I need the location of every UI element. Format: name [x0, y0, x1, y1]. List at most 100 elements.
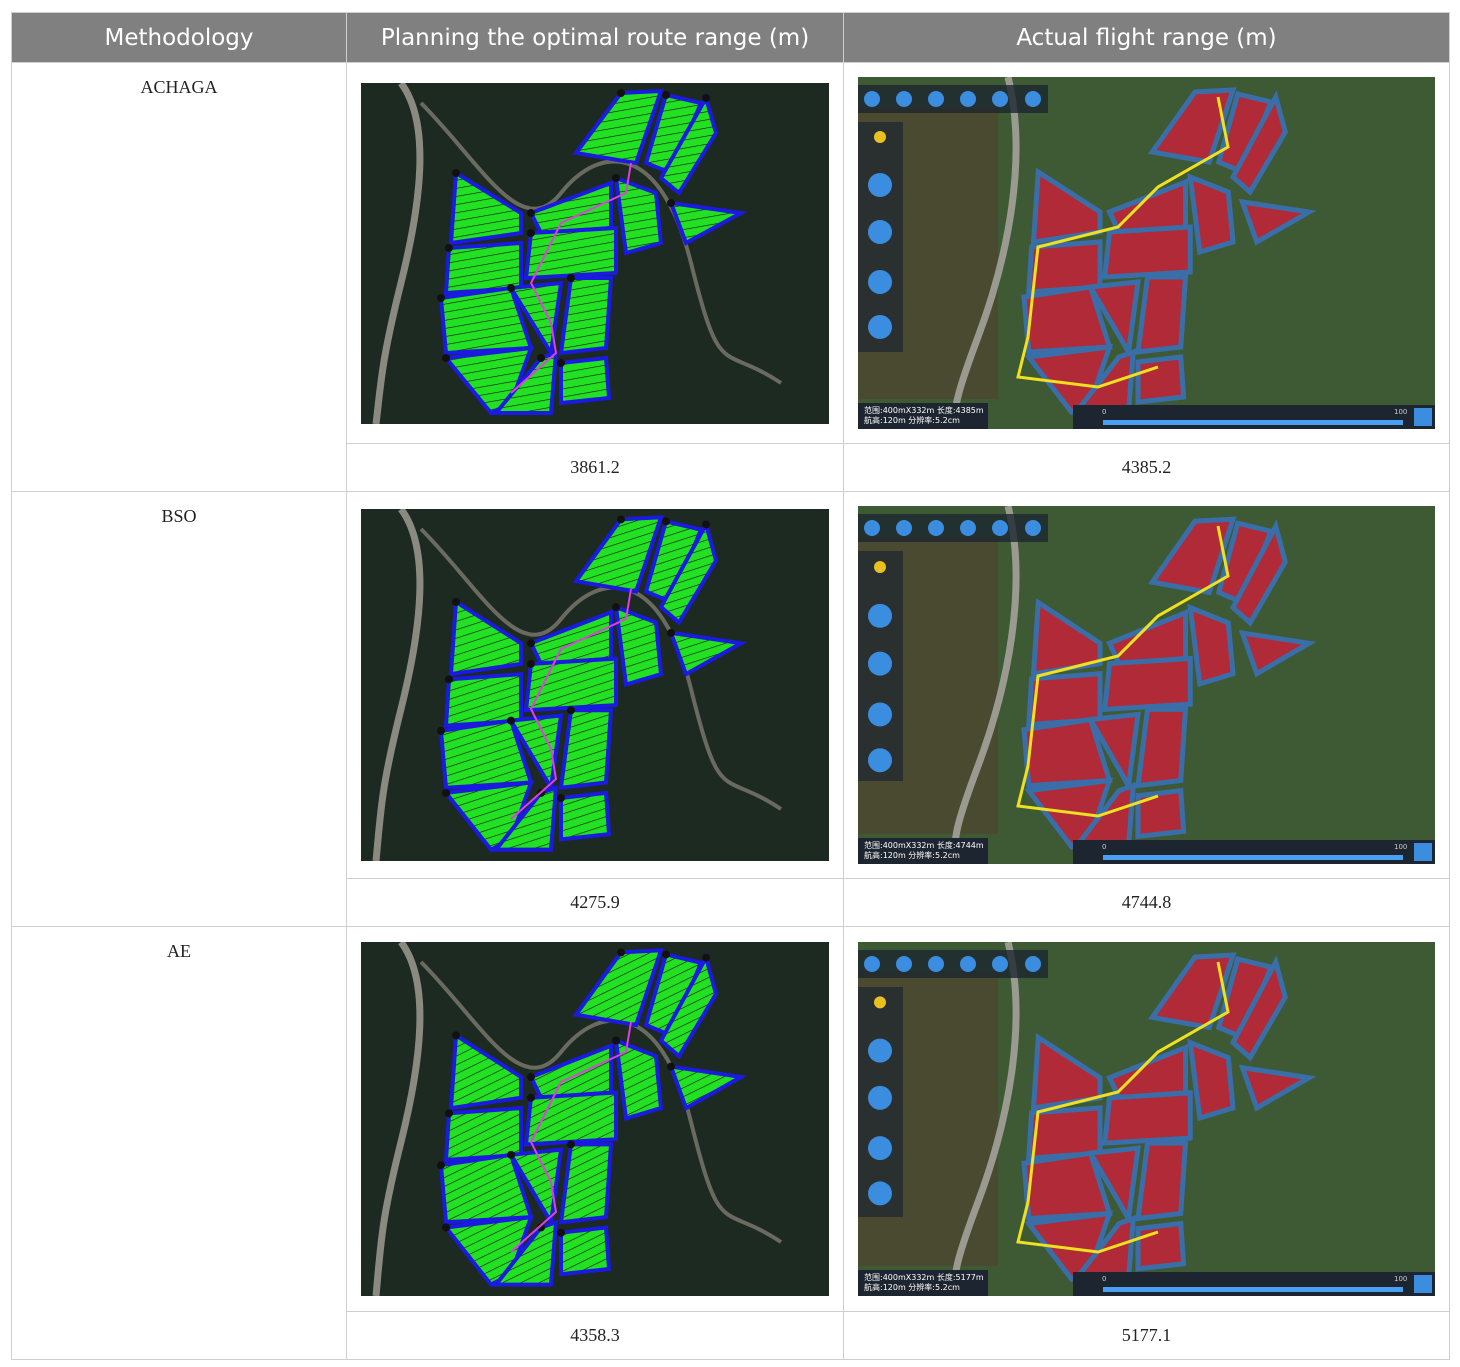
waypoint: [702, 953, 710, 962]
tool-icon: [896, 956, 912, 972]
tool-icon: [928, 91, 944, 107]
waypoint: [442, 353, 450, 362]
side-icon: [868, 702, 892, 727]
slider-bar: [1073, 1272, 1435, 1296]
waypoint: [537, 353, 545, 362]
info-text: 范围:400mX332m 长度:4744m: [864, 840, 984, 850]
side-icon: [868, 1085, 892, 1110]
flight-area: [1086, 1145, 1141, 1227]
flight-area: [1135, 274, 1189, 355]
flight-area: [1147, 87, 1237, 165]
field: [667, 630, 748, 678]
flight-area: [1135, 354, 1187, 405]
flight-area: [1086, 279, 1141, 360]
image-cell: 范围:400mX332m 长度:4385m 航高:120m 分辨率:5.2cm 0 1…: [843, 62, 1450, 444]
flight-area: [1238, 629, 1317, 678]
waypoint: [662, 90, 670, 99]
field: [448, 1031, 523, 1111]
planned-route-image: [361, 509, 829, 861]
waypoint: [527, 639, 535, 648]
flight-area: [1229, 955, 1288, 1062]
flight-area: [1101, 1090, 1193, 1146]
info-text: 航高:120m 分辨率:5.2cm: [864, 1282, 960, 1292]
waypoint: [437, 1161, 445, 1170]
flight-area: [1147, 516, 1237, 596]
side-icon: [868, 1136, 892, 1161]
road: [372, 82, 424, 424]
slider-min: 0: [1102, 408, 1106, 416]
tool-icon: [864, 91, 880, 107]
flight-area: [1229, 519, 1288, 627]
field: [572, 948, 664, 1028]
side-icon: [874, 996, 886, 1009]
field: [558, 708, 614, 790]
waypoint: [702, 520, 710, 529]
side-icon: [874, 561, 886, 574]
waypoint: [527, 659, 535, 668]
toolbar: [858, 514, 1048, 542]
transit-path: [1016, 525, 1230, 818]
header-row: Methodology Planning the optimal route r…: [11, 12, 1450, 63]
image-row: ACHAGA 范围:400mX332m 长度:4385m 航高:120m 分辨率:5…: [11, 62, 1450, 492]
image-cell: [346, 491, 844, 879]
waypoint: [437, 726, 445, 735]
field: [658, 952, 719, 1060]
slider-track: [1103, 1287, 1403, 1292]
field: [491, 349, 559, 415]
side-icon: [868, 651, 892, 676]
tool-icon: [960, 956, 976, 972]
header-cell: Actual flight range (m): [843, 12, 1450, 63]
side-icon: [874, 131, 886, 143]
transit-path: [510, 588, 632, 820]
field: [667, 200, 748, 246]
flight-area: [1026, 239, 1103, 295]
waypoint: [527, 208, 535, 217]
flight-area: [1101, 224, 1193, 280]
waypoint: [507, 716, 515, 725]
info-text: 范围:400mX332m 长度:4385m: [864, 405, 984, 415]
tool-icon: [960, 520, 976, 536]
trail: [419, 101, 783, 385]
chart-button: [1414, 1275, 1432, 1293]
waypoint: [445, 1109, 453, 1118]
waypoint: [437, 293, 445, 302]
waypoint: [452, 597, 460, 606]
side-icon: [868, 270, 892, 294]
side-icon: [868, 748, 892, 773]
waypoint: [507, 1150, 515, 1159]
image-row: BSO 范围:400mX332m 长度:4744m 航高:120m 分辨率:5.2c…: [11, 491, 1450, 927]
waypoint: [662, 517, 670, 526]
waypoint: [507, 283, 515, 292]
waypoint: [527, 1093, 535, 1102]
image-cell: [346, 62, 844, 444]
planned-route-image: [361, 82, 829, 424]
tool-icon: [928, 520, 944, 536]
waypoint: [442, 788, 450, 797]
slider-min: 0: [1102, 843, 1106, 851]
slider-max: 100: [1394, 408, 1407, 416]
waypoint: [567, 273, 575, 282]
waypoint: [452, 168, 460, 177]
image-cell: 范围:400mX332m 长度:4744m 航高:120m 分辨率:5.2cm 0 1…: [843, 491, 1450, 879]
toolbar: [858, 85, 1048, 113]
tool-icon: [992, 520, 1008, 536]
field: [523, 225, 618, 280]
waypoint: [527, 1072, 535, 1081]
field: [558, 275, 614, 355]
waypoint: [617, 515, 625, 524]
waypoint: [667, 628, 675, 637]
tool-icon: [992, 956, 1008, 972]
waypoint: [442, 1223, 450, 1232]
tool-icon: [1025, 91, 1041, 107]
tool-icon: [1025, 956, 1041, 972]
field: [572, 88, 664, 165]
waypoint: [567, 706, 575, 715]
slider-track: [1103, 855, 1403, 860]
slider-bar: [1073, 405, 1435, 429]
waypoint: [612, 173, 620, 182]
road: [372, 509, 424, 861]
side-icon: [868, 1038, 892, 1063]
road: [372, 942, 424, 1296]
